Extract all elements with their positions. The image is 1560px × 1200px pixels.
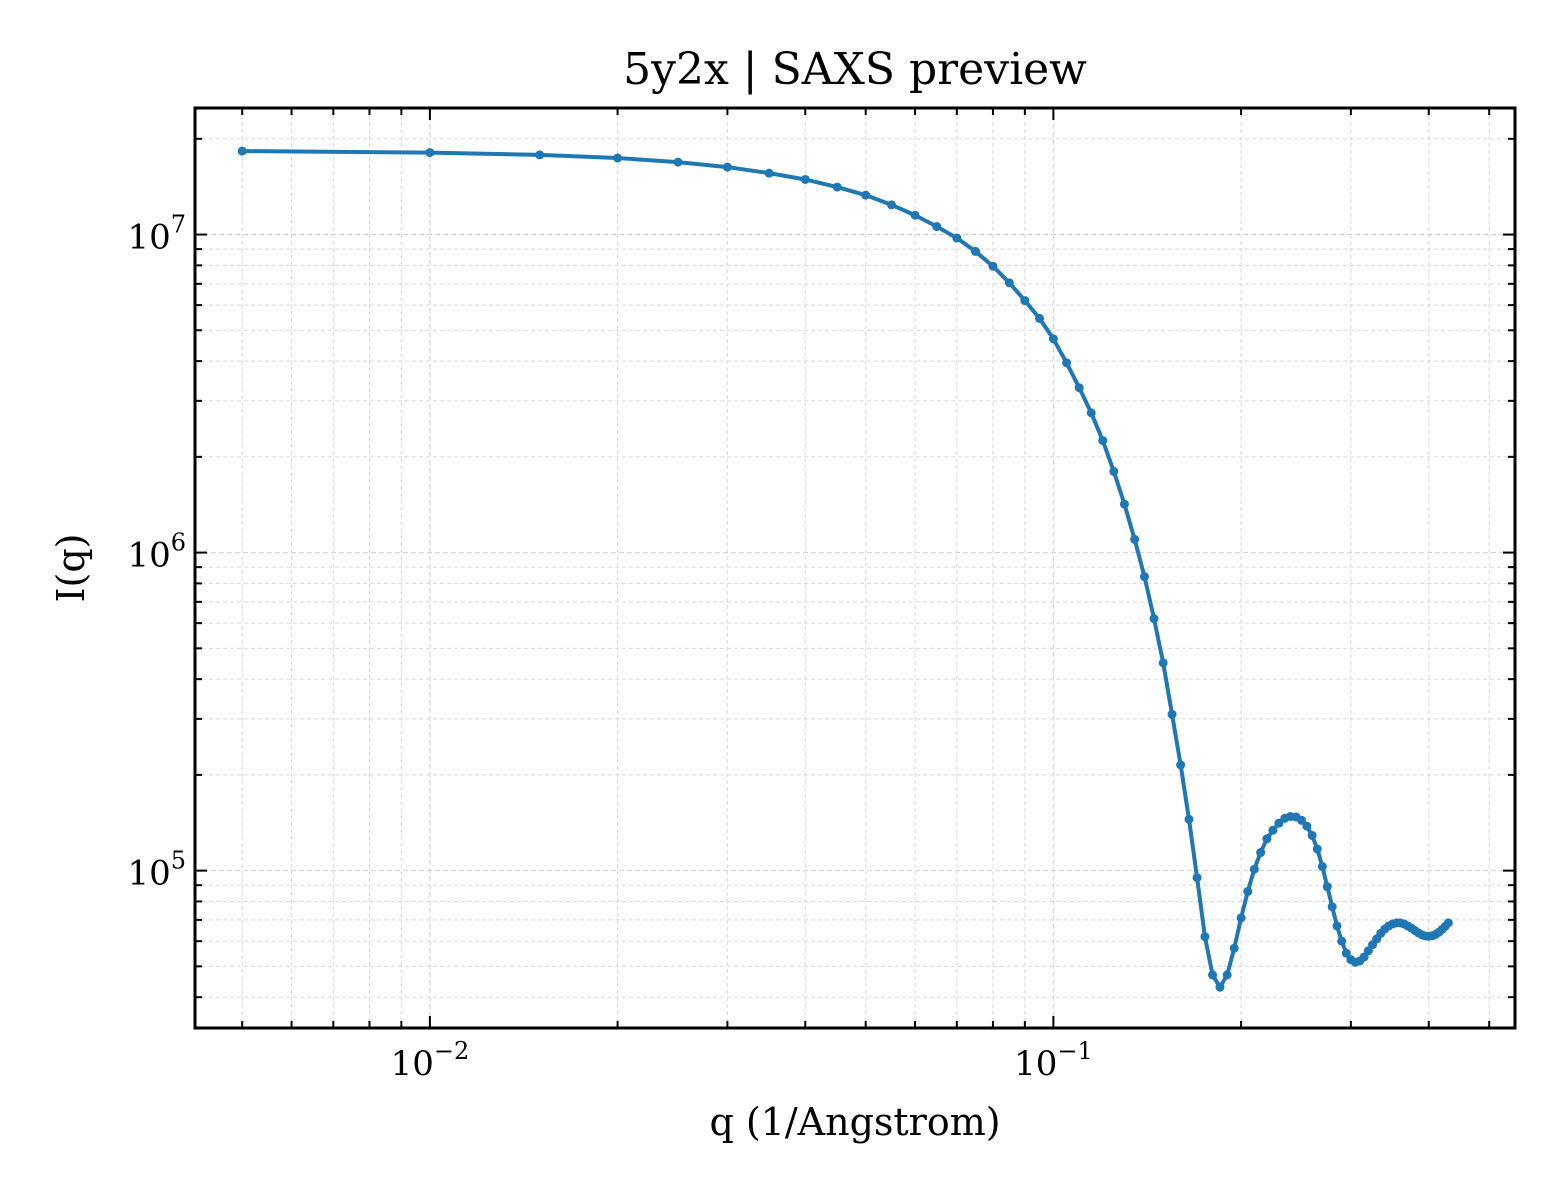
data-point [970,246,980,256]
data-point [1086,408,1096,418]
data-point [1249,864,1259,874]
data-point [952,233,962,243]
data-point [1222,970,1232,980]
data-point [861,190,871,200]
data-point [1098,436,1108,446]
data-point [1322,882,1332,892]
data-point [1307,830,1317,840]
y-tick-label: 106 [127,529,186,576]
data-point [1158,658,1168,668]
data-point [1327,902,1337,912]
data-point [800,174,810,184]
data-point [1048,334,1058,344]
y-tick-label: 107 [127,211,186,258]
data-point [1176,760,1186,770]
data-point [1256,848,1266,858]
chart-title: 5y2x | SAXS preview [623,44,1087,95]
data-point [832,182,842,192]
data-point [1236,913,1246,923]
x-tick-label: 10−1 [1014,1037,1093,1084]
data-point [887,200,897,210]
data-point [1149,614,1159,624]
data-point [535,150,545,160]
grid [195,108,1515,1028]
data-point [1130,534,1140,544]
data-point [613,153,623,163]
data-point [1297,815,1306,825]
data-point [988,261,998,271]
data-point [1312,844,1322,854]
data-point [1004,278,1014,288]
data-point [1140,572,1149,582]
series-line [240,149,1451,990]
data-point [237,146,247,156]
data-point [1359,952,1369,962]
data-point [764,168,774,178]
data-point [1200,932,1210,942]
data-point [932,222,942,232]
ticks [195,108,1515,1028]
data-point [910,210,920,220]
data-point [1215,982,1225,992]
data-point [1035,313,1044,323]
tick-labels: 10−2 10−1 105 106 107 [127,211,1092,1084]
data-point [673,157,683,167]
data-point [1184,814,1194,824]
data-point [722,162,732,172]
data-point [1317,862,1327,872]
x-tick-label: 10−2 [391,1037,470,1084]
plot-frame [193,106,1517,1030]
data-point [1443,918,1453,928]
data-point [1268,825,1278,835]
x-axis-label: q (1/Angstrom) [709,1100,1000,1144]
data-point [1020,296,1030,306]
y-axis-label: I(q) [49,534,93,603]
data-point [1119,499,1129,509]
data-point [1074,383,1084,393]
data-point [1341,948,1351,958]
data-point [1262,834,1272,844]
data-point [1337,936,1347,946]
data-point [1109,466,1119,476]
data-point [1229,943,1239,953]
data-point [1208,970,1218,980]
data-point [1243,886,1253,896]
data-point [1167,709,1177,719]
data-point [425,148,435,158]
series-layer [237,146,1453,992]
data-point [1062,358,1072,368]
data-point [1192,873,1202,883]
y-tick-label: 105 [127,847,186,894]
data-point [1332,921,1342,931]
data-point [1302,821,1312,831]
